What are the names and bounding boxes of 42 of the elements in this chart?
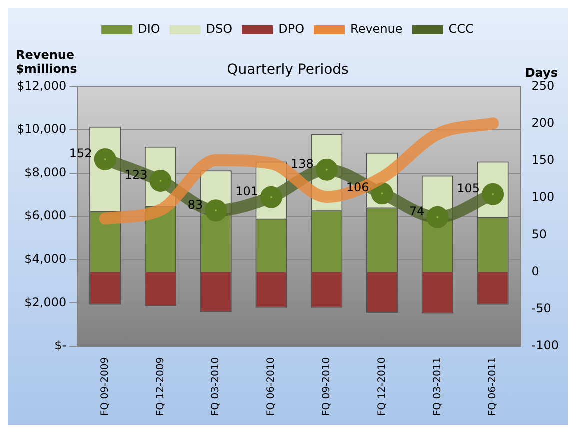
y2-tick-label: -50 — [532, 301, 552, 316]
y2-tick-label: 0 — [532, 264, 540, 278]
legend-label: CCC — [448, 22, 474, 36]
y-tick-label: $- — [54, 338, 67, 353]
point — [205, 200, 228, 222]
y-tick-label: $8,000 — [24, 165, 67, 180]
x-tick-label: FQ 09-2010 — [321, 357, 332, 416]
y-tick-label: $4,000 — [24, 252, 67, 266]
data-label: 74 — [409, 204, 425, 218]
chart-subtitle: Quarterly Periods — [227, 62, 349, 78]
point — [371, 182, 394, 205]
y-tick-label: $12,000 — [17, 78, 67, 93]
y-axis-title: Revenue $millions — [16, 48, 78, 76]
x-tick-label: FQ 12-2009 — [155, 357, 166, 416]
x-tick-label: FQ 06-2010 — [266, 357, 278, 416]
x-tick-label: FQ 09-2009 — [100, 357, 111, 416]
y-tick-label: $10,000 — [17, 122, 67, 136]
y2-tick-label: 50 — [532, 227, 548, 242]
y-tick-label: $2,000 — [24, 295, 67, 310]
point — [426, 206, 449, 228]
y2-axis-title: Days — [525, 66, 558, 80]
data-label: 101 — [236, 184, 258, 198]
legend-label: DPO — [278, 22, 305, 36]
legend-label: DIO — [138, 22, 160, 36]
y-tick-label: $6,000 — [24, 208, 67, 223]
y2-tick-label: 150 — [532, 153, 555, 168]
x-tick-label: FQ 03-2011 — [432, 357, 444, 416]
x-tick-label: FQ 03-2010 — [210, 357, 222, 416]
data-label: 83 — [188, 198, 204, 212]
y2-tick-label: -100 — [532, 338, 559, 353]
data-label: 138 — [290, 157, 314, 171]
y2-tick-label: 250 — [532, 78, 555, 93]
y2-tick-label: 100 — [532, 190, 555, 204]
legend-label: Revenue — [350, 22, 403, 36]
data-label: 152 — [69, 146, 92, 161]
x-tick-label: FQ 06-2011 — [488, 357, 499, 416]
data-label: 123 — [124, 168, 148, 182]
data-label: 106 — [346, 180, 370, 195]
y2-tick-label: 200 — [532, 116, 555, 130]
data-label: 105 — [457, 181, 480, 196]
x-tick-label: FQ 12-2010 — [376, 357, 388, 416]
legend-label: DSO — [206, 22, 233, 36]
